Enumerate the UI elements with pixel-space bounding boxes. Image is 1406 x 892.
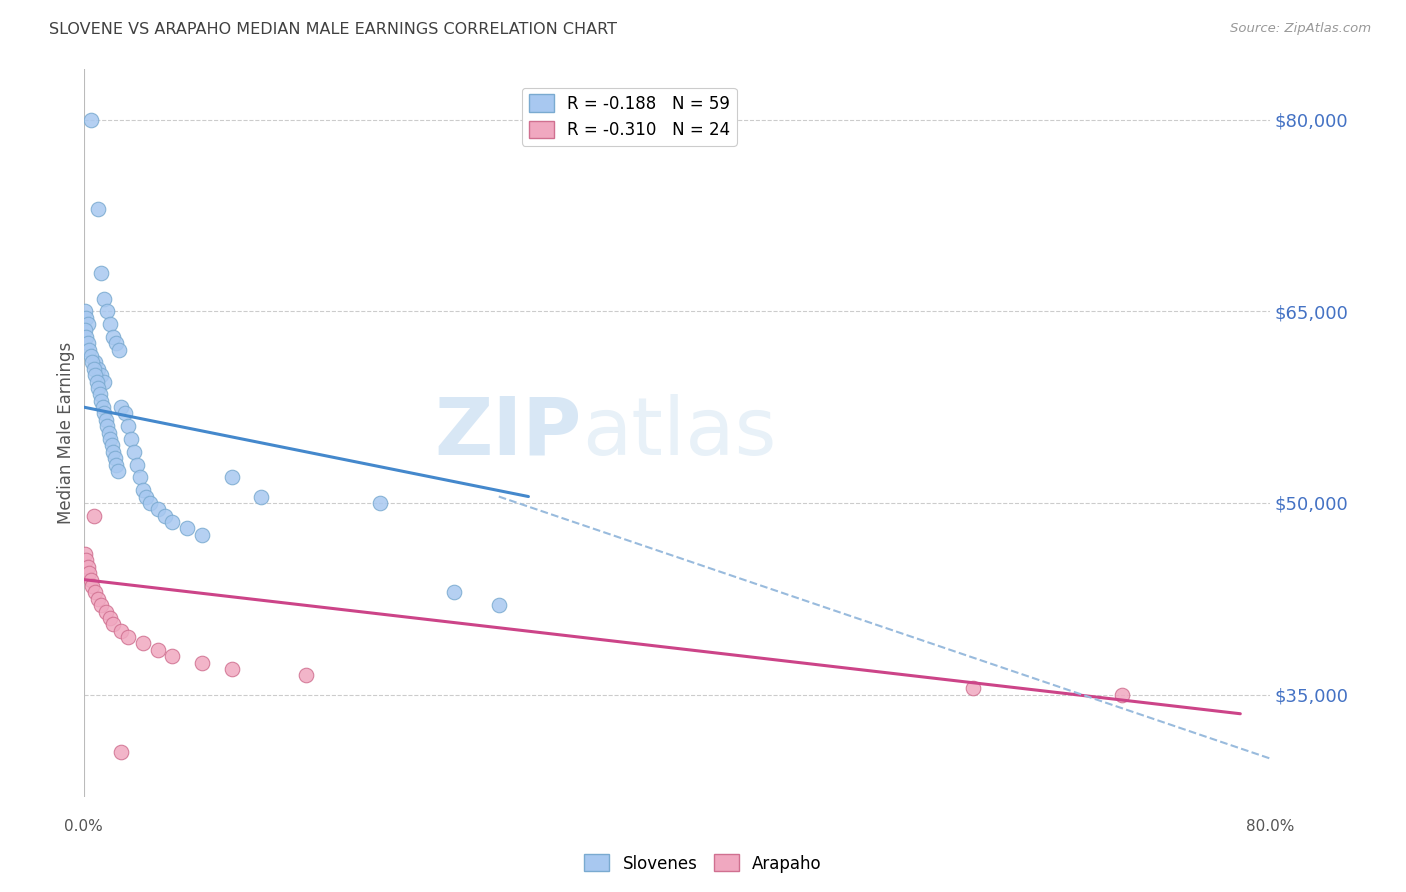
- Point: [104, 451, 127, 466]
- Point: [250, 490, 273, 504]
- Point: [295, 668, 318, 682]
- Point: [100, 438, 122, 452]
- Point: [221, 662, 243, 676]
- Point: [108, 343, 131, 357]
- Point: [101, 330, 124, 344]
- Point: [97, 425, 120, 440]
- Point: [91, 400, 114, 414]
- Point: [77, 559, 100, 574]
- Point: [94, 413, 117, 427]
- Text: 0.0%: 0.0%: [65, 819, 103, 834]
- Point: [82, 355, 104, 369]
- Point: [84, 368, 107, 383]
- Point: [98, 317, 121, 331]
- Legend: Slovenes, Arapaho: Slovenes, Arapaho: [578, 847, 828, 880]
- Point: [87, 381, 110, 395]
- Point: [87, 591, 110, 606]
- Point: [94, 605, 117, 619]
- Point: [93, 407, 115, 421]
- Point: [96, 419, 118, 434]
- Point: [1111, 688, 1133, 702]
- Point: [146, 643, 169, 657]
- Point: [77, 336, 100, 351]
- Point: [117, 630, 139, 644]
- Point: [84, 355, 107, 369]
- Point: [83, 508, 105, 523]
- Point: [83, 361, 105, 376]
- Point: [76, 310, 98, 325]
- Point: [162, 649, 184, 664]
- Point: [73, 547, 96, 561]
- Point: [76, 553, 98, 567]
- Text: Source: ZipAtlas.com: Source: ZipAtlas.com: [1230, 22, 1371, 36]
- Point: [191, 528, 214, 542]
- Point: [110, 400, 132, 414]
- Point: [105, 458, 128, 472]
- Point: [128, 470, 150, 484]
- Point: [117, 419, 139, 434]
- Point: [90, 368, 112, 383]
- Point: [122, 445, 145, 459]
- Text: atlas: atlas: [582, 393, 776, 472]
- Point: [90, 393, 112, 408]
- Point: [80, 349, 103, 363]
- Point: [191, 656, 214, 670]
- Point: [98, 432, 121, 446]
- Point: [105, 336, 128, 351]
- Point: [80, 112, 103, 127]
- Point: [93, 292, 115, 306]
- Point: [80, 573, 103, 587]
- Y-axis label: Median Male Earnings: Median Male Earnings: [58, 342, 75, 524]
- Point: [84, 585, 107, 599]
- Point: [101, 617, 124, 632]
- Point: [146, 502, 169, 516]
- Point: [139, 496, 162, 510]
- Point: [221, 470, 243, 484]
- Point: [73, 323, 96, 337]
- Point: [82, 579, 104, 593]
- Point: [101, 445, 124, 459]
- Point: [962, 681, 984, 696]
- Point: [132, 483, 155, 497]
- Point: [368, 496, 391, 510]
- Point: [114, 407, 136, 421]
- Point: [90, 266, 112, 280]
- Point: [79, 566, 101, 581]
- Point: [153, 508, 176, 523]
- Point: [176, 521, 198, 535]
- Point: [77, 317, 100, 331]
- Point: [488, 598, 510, 612]
- Point: [110, 624, 132, 638]
- Point: [76, 330, 98, 344]
- Point: [125, 458, 148, 472]
- Point: [96, 304, 118, 318]
- Point: [98, 611, 121, 625]
- Point: [87, 361, 110, 376]
- Point: [93, 375, 115, 389]
- Text: SLOVENE VS ARAPAHO MEDIAN MALE EARNINGS CORRELATION CHART: SLOVENE VS ARAPAHO MEDIAN MALE EARNINGS …: [49, 22, 617, 37]
- Point: [87, 202, 110, 216]
- Point: [135, 490, 157, 504]
- Text: 80.0%: 80.0%: [1246, 819, 1294, 834]
- Legend: R = -0.188   N = 59, R = -0.310   N = 24: R = -0.188 N = 59, R = -0.310 N = 24: [522, 87, 737, 145]
- Point: [90, 598, 112, 612]
- Point: [107, 464, 129, 478]
- Point: [86, 375, 108, 389]
- Point: [443, 585, 465, 599]
- Point: [132, 636, 155, 650]
- Text: ZIP: ZIP: [434, 393, 582, 472]
- Point: [89, 387, 111, 401]
- Point: [73, 304, 96, 318]
- Point: [120, 432, 142, 446]
- Point: [79, 343, 101, 357]
- Point: [162, 515, 184, 529]
- Point: [110, 745, 132, 759]
